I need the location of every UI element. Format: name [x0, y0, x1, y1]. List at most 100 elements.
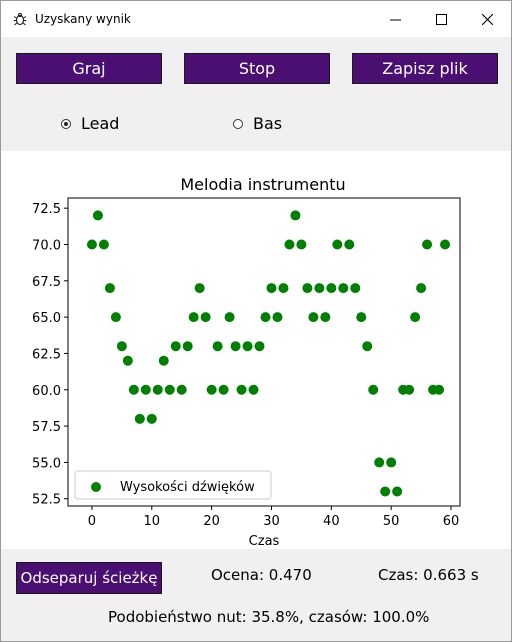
data-point	[404, 384, 415, 395]
radio-bas-indicator[interactable]	[233, 118, 243, 129]
radio-lead-label: Lead	[81, 114, 120, 133]
data-point	[362, 341, 373, 352]
data-point	[182, 341, 193, 352]
y-tick-label: 52.5	[32, 493, 61, 508]
separate-track-button[interactable]: Odseparuj ścieżkę	[16, 562, 162, 594]
data-point	[218, 384, 229, 395]
y-tick-label: 57.5	[32, 420, 61, 435]
app-icon	[13, 12, 27, 26]
data-point	[386, 457, 397, 468]
data-point	[176, 384, 187, 395]
data-point	[206, 384, 217, 395]
data-point	[188, 312, 199, 323]
maximize-button[interactable]	[418, 1, 464, 37]
data-point	[194, 283, 205, 294]
similarity-label: Podobieństwo nut: 35.8%, czasów: 100.0%	[108, 608, 430, 626]
x-tick-label: 50	[383, 514, 400, 529]
title-bar: Uzyskany wynik	[1, 1, 511, 37]
data-point	[134, 413, 145, 424]
data-point	[242, 341, 253, 352]
data-point	[260, 312, 271, 323]
data-point	[272, 312, 283, 323]
data-point	[158, 355, 169, 366]
time-label: Czas: 0.663 s	[378, 566, 479, 584]
maximize-icon	[435, 13, 447, 25]
data-point	[356, 312, 367, 323]
data-point	[146, 413, 157, 424]
data-point	[290, 210, 301, 221]
radio-bas[interactable]: Bas	[233, 114, 282, 133]
score-label: Ocena: 0.470	[211, 566, 312, 584]
legend-marker	[91, 482, 101, 492]
data-point	[140, 384, 151, 395]
data-point	[104, 283, 115, 294]
data-point	[128, 384, 139, 395]
data-point	[248, 384, 259, 395]
data-point	[344, 239, 355, 250]
legend-label: Wysokości dźwięków	[120, 480, 255, 495]
chart-title: Melodia instrumentu	[180, 175, 345, 194]
data-point	[308, 312, 319, 323]
data-point	[266, 283, 277, 294]
x-ticks: 0 10 20 30 40 50 60	[88, 506, 459, 529]
x-tick-label: 0	[88, 514, 96, 529]
y-tick-label: 72.5	[32, 202, 61, 217]
x-tick-label: 40	[323, 514, 340, 529]
melody-chart: Melodia instrumentu 0 10 20 30 40 50 60 52.5 55…	[32, 175, 461, 549]
data-point	[122, 355, 133, 366]
data-point	[416, 283, 427, 294]
data-point	[278, 283, 289, 294]
x-tick-label: 30	[263, 514, 280, 529]
data-point	[224, 312, 235, 323]
plot-frame	[67, 197, 461, 507]
data-point	[86, 239, 97, 250]
close-button[interactable]	[464, 1, 510, 37]
data-point	[440, 239, 451, 250]
data-point	[200, 312, 211, 323]
data-point	[410, 312, 421, 323]
y-ticks: 52.5 55.0 57.5 60.0 62.5 65.0 67.5 70.0 72.5	[32, 202, 68, 508]
radio-lead-indicator[interactable]	[61, 118, 71, 129]
data-point	[422, 239, 433, 250]
data-point	[296, 239, 307, 250]
legend: Wysokości dźwięków	[74, 470, 272, 500]
data-point	[326, 283, 337, 294]
data-point	[284, 239, 295, 250]
x-tick-label: 20	[203, 514, 220, 529]
data-point	[392, 486, 403, 497]
data-point	[230, 341, 241, 352]
y-tick-label: 65.0	[32, 311, 61, 326]
chart-area: Melodia instrumentu 0 10 20 30 40 50 60 52.5 55…	[1, 151, 511, 549]
x-axis-label: Czas	[249, 534, 280, 549]
data-point	[254, 341, 265, 352]
data-point	[98, 239, 109, 250]
window-title: Uzyskany wynik	[35, 12, 131, 26]
data-point	[236, 384, 247, 395]
play-button[interactable]: Graj	[16, 53, 162, 84]
x-tick-label: 60	[443, 514, 460, 529]
data-point	[332, 239, 343, 250]
data-point	[170, 341, 181, 352]
data-point	[314, 283, 325, 294]
data-point	[152, 384, 163, 395]
data-point	[320, 312, 331, 323]
data-point	[380, 486, 391, 497]
legend-box	[74, 470, 272, 500]
minimize-icon	[389, 19, 401, 20]
data-point	[368, 384, 379, 395]
stop-button[interactable]: Stop	[184, 53, 330, 84]
data-point	[110, 312, 121, 323]
minimize-button[interactable]	[372, 1, 418, 37]
data-point	[302, 283, 313, 294]
data-point	[92, 210, 103, 221]
data-point	[350, 283, 361, 294]
data-point	[374, 457, 385, 468]
y-tick-label: 60.0	[32, 384, 61, 399]
data-point	[338, 283, 349, 294]
radio-lead[interactable]: Lead	[61, 114, 119, 133]
save-file-button[interactable]: Zapisz plik	[352, 53, 498, 84]
data-point	[212, 341, 223, 352]
data-points	[86, 210, 451, 497]
data-point	[116, 341, 127, 352]
